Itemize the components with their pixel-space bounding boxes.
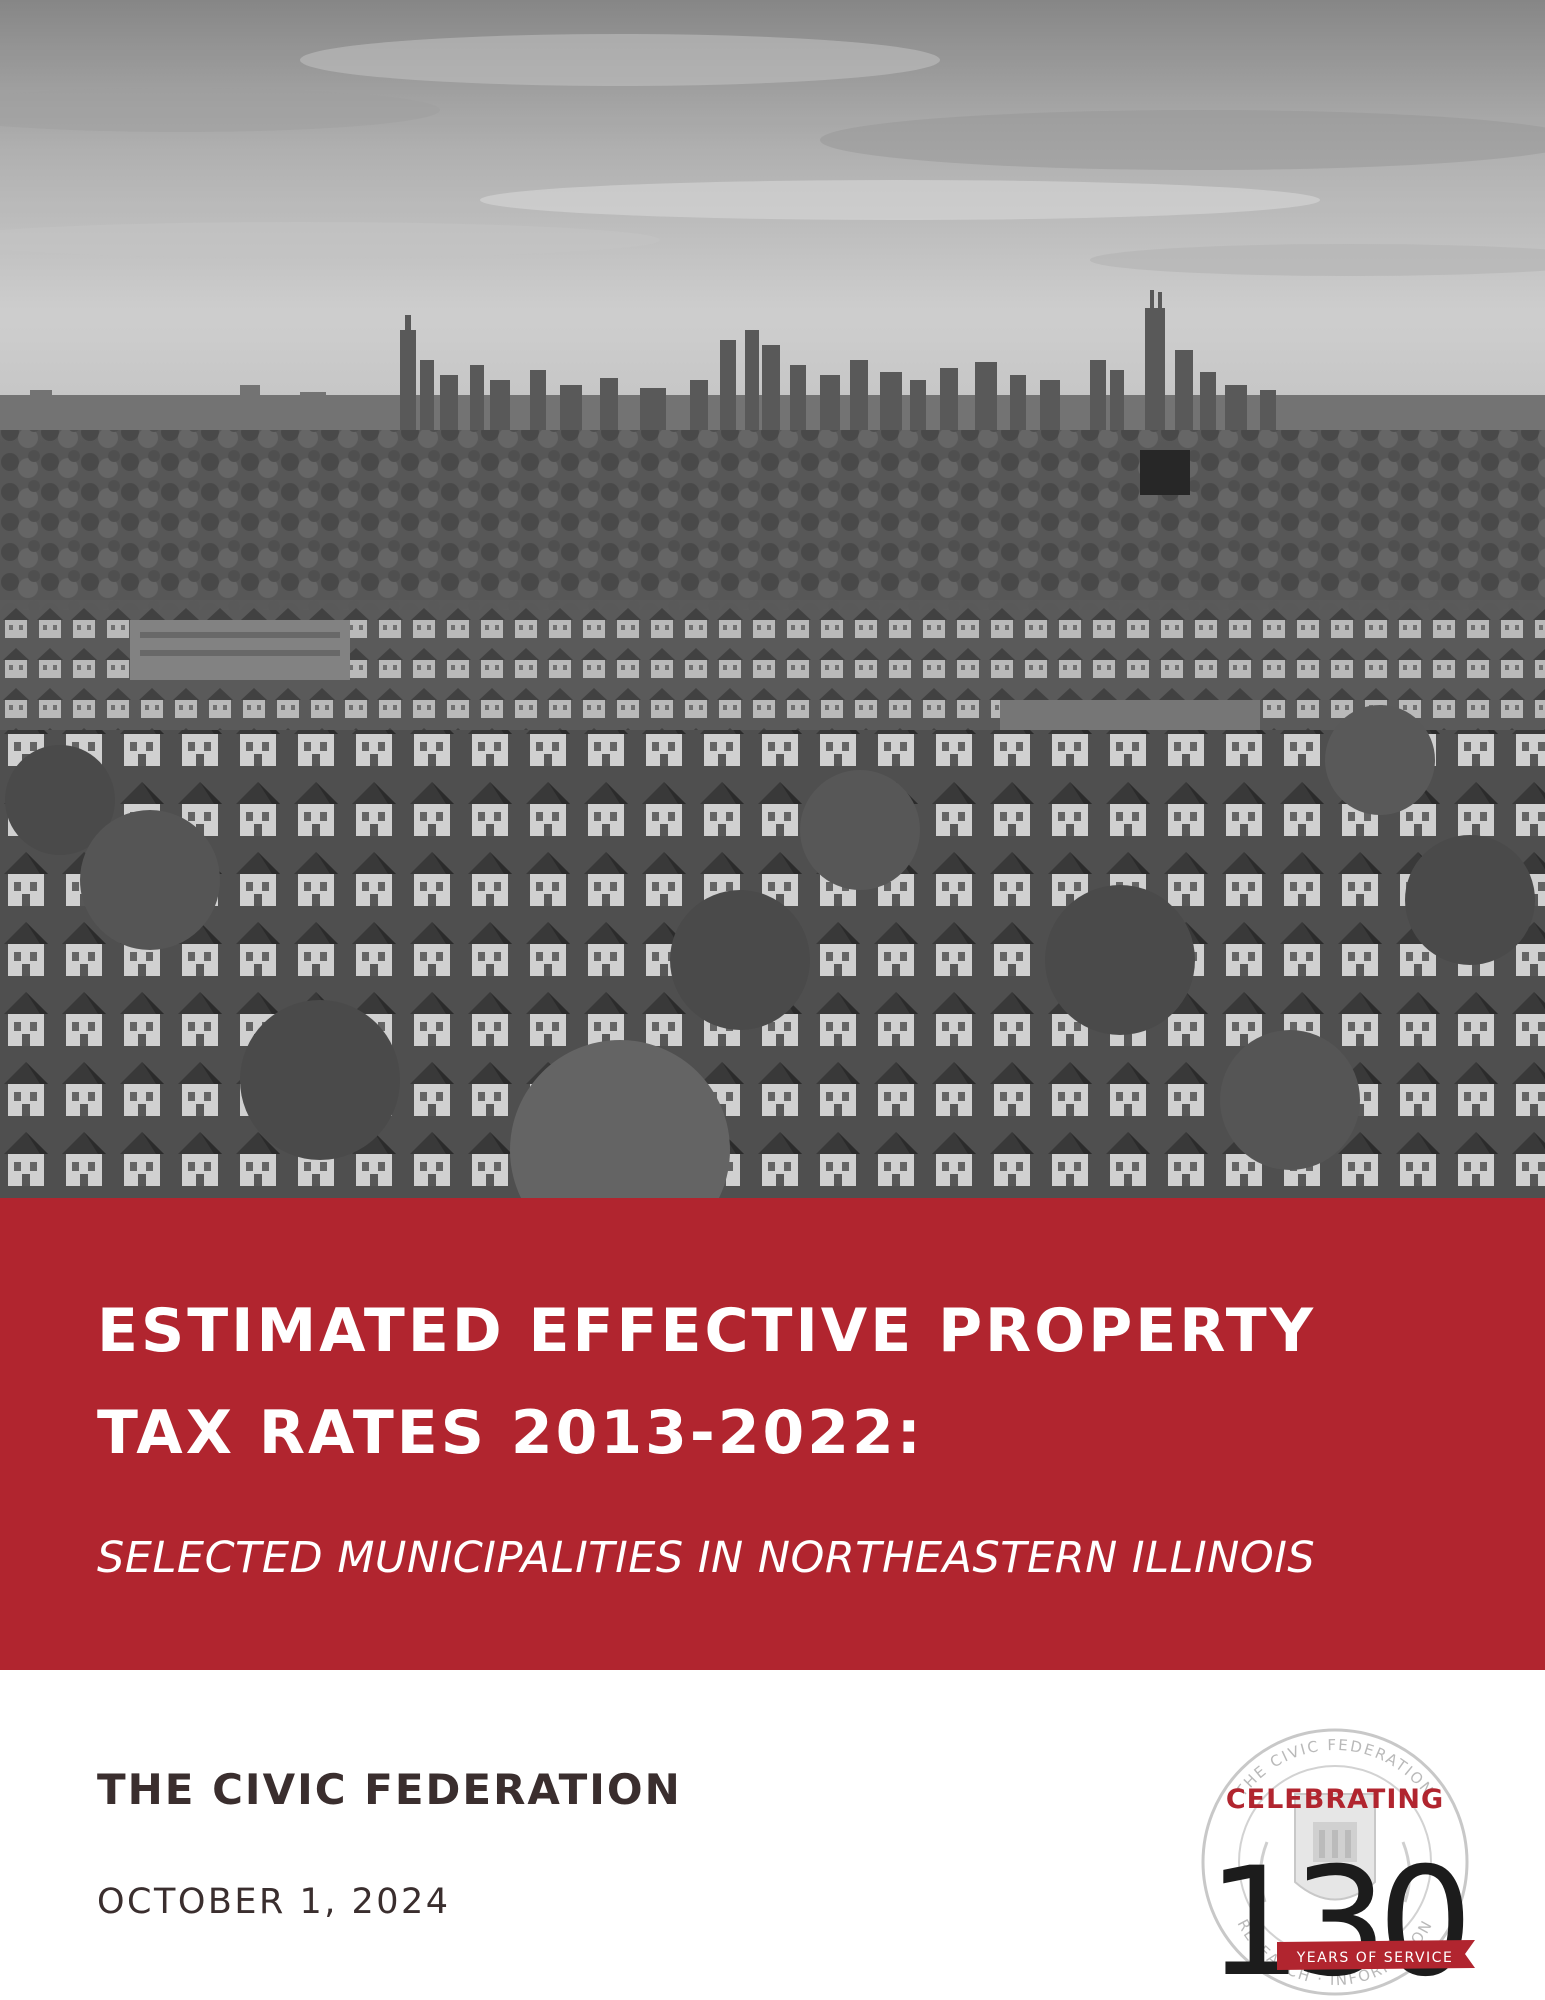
report-title: ESTIMATED EFFECTIVE PROPERTY TAX RATES 2… bbox=[97, 1280, 1316, 1484]
report-subtitle: SELECTED MUNICIPALITIES IN NORTHEASTERN … bbox=[97, 1533, 1316, 1583]
seal-celebrating-text: CELEBRATING bbox=[1226, 1784, 1444, 1815]
seal-years-number: 130 bbox=[1207, 1836, 1464, 1997]
civic-federation-seal-icon: THE CIVIC FEDERATION RESEARCH · INFORMAT… bbox=[1185, 1712, 1485, 1997]
publication-date: OCTOBER 1, 2024 bbox=[97, 1882, 451, 1922]
report-title-line-1: ESTIMATED EFFECTIVE PROPERTY bbox=[97, 1296, 1317, 1366]
seal-ribbon-text: YEARS OF SERVICE bbox=[1296, 1950, 1454, 1966]
title-band bbox=[0, 1198, 1545, 1670]
aerial-city-skyline-photo bbox=[0, 0, 1545, 1198]
organization-name: THE CIVIC FEDERATION bbox=[97, 1765, 682, 1814]
report-title-line-2: TAX RATES 2013-2022: bbox=[97, 1398, 924, 1468]
